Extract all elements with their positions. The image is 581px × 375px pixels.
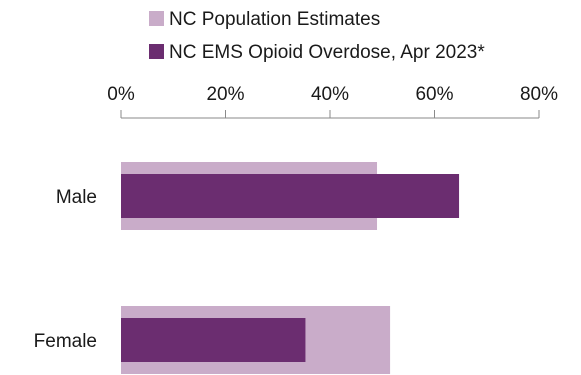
x-tick-label-4: 60% <box>415 84 453 105</box>
x-tick-label-1: 0% <box>107 84 135 105</box>
legend-label-2: NC EMS Opioid Overdose, Apr 2023* <box>169 42 485 63</box>
legend-label-1: NC Population Estimates <box>169 9 380 30</box>
bar-ems-overdose-male <box>121 174 460 218</box>
bar-ems-overdose-female <box>121 318 306 362</box>
category-label-female: Female <box>34 331 97 352</box>
category-label-male: Male <box>56 187 97 208</box>
x-tick-label-5: 80% <box>520 84 558 105</box>
legend-swatch-2 <box>149 44 164 59</box>
legend-swatch-1 <box>149 11 164 26</box>
x-tick-label-2: 20% <box>206 84 244 105</box>
x-tick-label-3: 40% <box>311 84 349 105</box>
